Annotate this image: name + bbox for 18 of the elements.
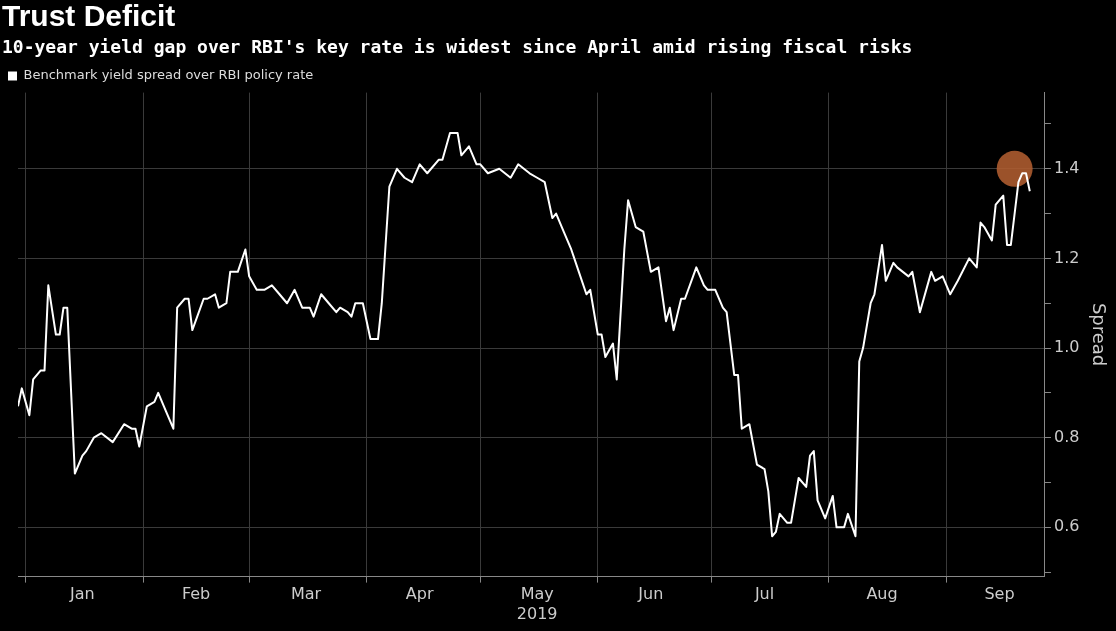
x-tick-label: Apr [405,584,434,604]
x-tick-label: Jul [753,584,775,604]
y-axis-title: Spread [1088,302,1110,367]
y-tick-label: 0.8 [1053,426,1080,446]
y-tick-label: 0.6 [1053,516,1080,536]
x-tick-label: Jun [637,584,664,604]
x-tick-label: Feb [181,584,211,604]
y-tick-label: 1.2 [1053,247,1080,267]
legend-label: Benchmark yield spread over RBI policy rate [23,67,314,83]
y-tick-label: 1.4 [1053,157,1080,177]
y-tick-label: 1.0 [1053,337,1080,357]
x-tick-label: Sep [984,584,1015,604]
x-tick-label: Aug [866,584,898,604]
chart-title: Trust Deficit [2,0,176,33]
x-tick-label: Jan [69,584,95,604]
x-tick-label: May 2019 [516,584,558,623]
chart-subtitle: 10-year yield gap over RBI's key rate is widest since April amid rising fiscal risks [2,36,913,58]
x-tick-label: Mar [290,584,322,604]
